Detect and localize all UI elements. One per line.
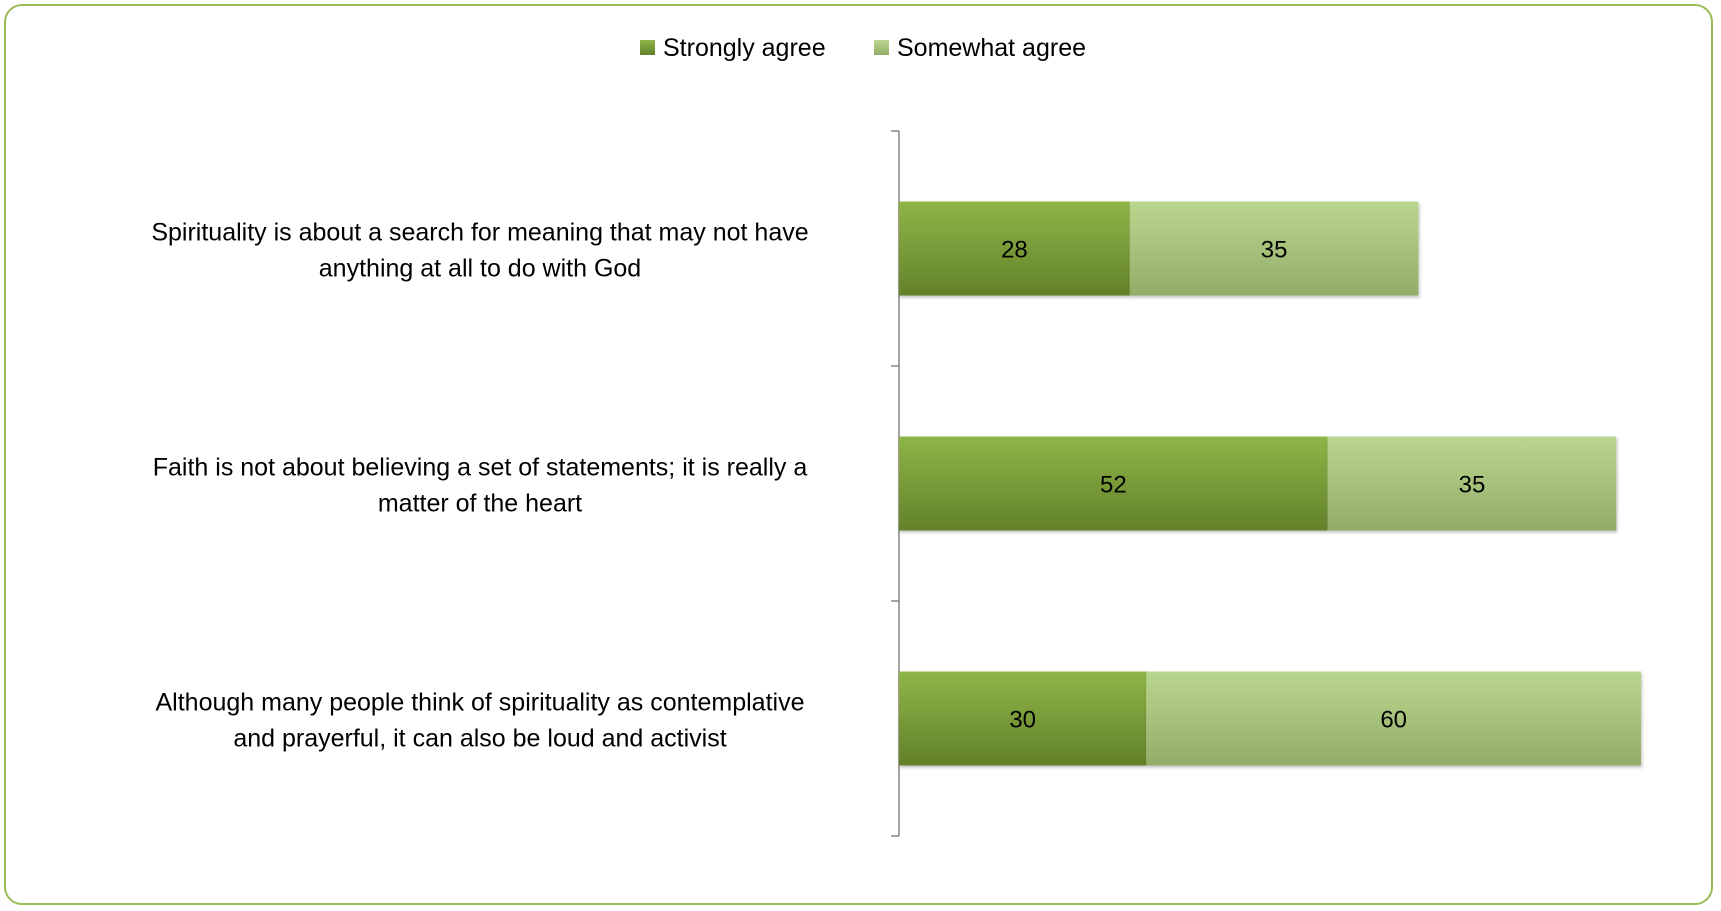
legend-swatch-somewhat-agree — [874, 40, 889, 55]
data-label: 30 — [1009, 707, 1036, 734]
bar-strongly-agree — [899, 671, 1147, 766]
bar-somewhat-agree — [1129, 201, 1419, 296]
category-labels: Spirituality is about a search for meani… — [151, 219, 808, 753]
data-labels: 28 35 52 35 30 60 — [1001, 237, 1485, 734]
category-axis — [891, 130, 900, 837]
category-label-line: anything at all to do with God — [319, 255, 641, 283]
category-label-line: Spirituality is about a search for meani… — [151, 219, 808, 247]
bar-somewhat-agree — [1146, 671, 1641, 766]
bar-strongly-agree — [899, 436, 1328, 531]
legend: Strongly agree Somewhat agree — [640, 34, 1086, 62]
legend-label-somewhat-agree: Somewhat agree — [897, 34, 1086, 62]
category-label-line: matter of the heart — [378, 490, 582, 518]
legend-swatch-strongly-agree — [640, 40, 655, 55]
bars — [899, 201, 1641, 766]
legend-label-strongly-agree: Strongly agree — [663, 34, 826, 62]
bar-somewhat-agree — [1327, 436, 1617, 531]
data-label: 35 — [1261, 237, 1288, 264]
data-label: 28 — [1001, 237, 1028, 264]
category-label-line: and prayerful, it can also be loud and a… — [233, 725, 726, 753]
category-label-line: Faith is not about believing a set of st… — [153, 454, 808, 482]
category-label: Faith is not about believing a set of st… — [153, 454, 808, 518]
data-label: 60 — [1380, 707, 1407, 734]
category-label: Spirituality is about a search for meani… — [151, 219, 808, 283]
bar-strongly-agree — [899, 201, 1130, 296]
category-label-line: Although many people think of spirituali… — [156, 689, 805, 717]
category-label: Although many people think of spirituali… — [156, 689, 805, 753]
data-label: 35 — [1459, 472, 1486, 499]
data-label: 52 — [1100, 472, 1127, 499]
